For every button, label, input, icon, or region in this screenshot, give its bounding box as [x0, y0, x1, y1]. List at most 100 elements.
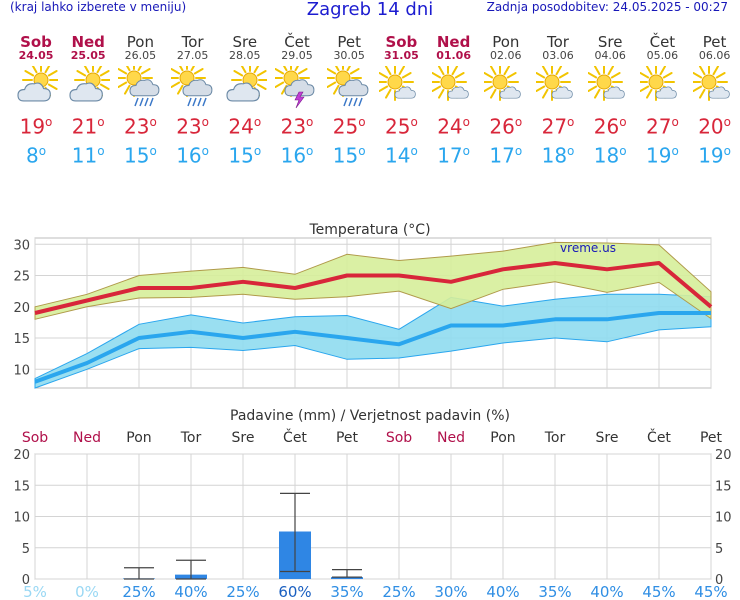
weather-icon-slot [219, 61, 271, 110]
min-temperature: 15o [332, 143, 366, 168]
sun-small-cloud-icon [533, 63, 573, 101]
min-temperature: 14o [384, 143, 418, 168]
precipitation-day-label: Čet [647, 428, 671, 446]
precipitation-chart: Padavine (mm) / Verjetnost padavin (%) So… [13, 408, 731, 600]
day-column: Sre 28.05 24o 15o [219, 34, 271, 167]
max-temperature: 24o [228, 114, 262, 139]
day-date: 29.05 [281, 49, 313, 62]
chart-watermark: vreme.us [560, 241, 616, 255]
precipitation-y-tick-right: 20 [715, 448, 732, 463]
day-column: Pon 26.05 23o 15o [114, 34, 166, 167]
partly-cloudy-icon [69, 61, 113, 102]
max-temperature: 25o [384, 114, 418, 139]
precipitation-y-tick-left: 15 [13, 479, 30, 494]
precipitation-y-tick-left: 5 [22, 542, 30, 557]
sun-small-cloud-icon [689, 63, 730, 101]
weather-icon-slot [636, 63, 688, 110]
min-temperature: 15o [228, 143, 262, 168]
max-temperature: 27o [541, 114, 575, 139]
max-temperature: 24o [437, 114, 470, 139]
menu-hint[interactable]: (kraj lahko izberete v meniju) [10, 0, 187, 14]
max-temperature: 26o [593, 114, 627, 139]
precipitation-day-label: Pet [336, 430, 359, 446]
precipitation-day-label: Sre [232, 430, 255, 446]
day-date: 28.05 [229, 49, 261, 62]
day-name: Pon [126, 33, 154, 51]
max-temperature: 19o [19, 114, 53, 139]
day-name: Tor [181, 33, 204, 51]
day-column: Pon 02.06 26o 17o [480, 34, 532, 167]
day-column: Sob 24.05 19o 8o [10, 34, 62, 167]
precipitation-probability: 35% [538, 583, 571, 600]
precipitation-day-label: Čet [283, 428, 307, 446]
day-date: 04.06 [594, 49, 626, 62]
sun-small-cloud-icon [480, 63, 521, 101]
max-temperature-band [34, 241, 712, 320]
day-column: Pet 06.06 20o 19o [689, 34, 740, 167]
weather-icon-slot [584, 63, 636, 110]
day-date: 27.05 [176, 49, 209, 62]
precipitation-day-label: Pet [700, 430, 723, 446]
max-temperature: 26o [489, 114, 523, 139]
min-temperature: 18o [541, 143, 575, 168]
min-temperature: 17o [489, 143, 523, 168]
min-temperature-line [34, 311, 711, 384]
sun-small-cloud-icon [585, 63, 625, 101]
day-column: Ned 25.05 21o 11o [62, 34, 114, 167]
day-date: 01.06 [436, 49, 471, 62]
day-date: 06.06 [698, 49, 731, 62]
day-name: Čet [649, 33, 676, 51]
sun-small-cloud-icon [428, 63, 469, 101]
max-temperature: 23o [123, 114, 157, 139]
day-name: Pon [492, 33, 520, 51]
precipitation-y-tick-right: 10 [715, 511, 732, 526]
max-temperature: 20o [698, 114, 731, 139]
day-column: Čet 29.05 23o 16o [271, 34, 323, 167]
partly-cloudy-icon [226, 61, 269, 102]
precipitation-chart-title: Padavine (mm) / Verjetnost padavin (%) [230, 408, 510, 424]
day-name: Sob [20, 33, 52, 51]
precipitation-probability: 60% [278, 583, 311, 600]
temperature-y-tick: 20 [13, 301, 30, 316]
weather-icon-slot [10, 61, 62, 110]
sun-cloud-rain-icon [324, 59, 369, 107]
day-column: Tor 03.06 27o 18o [532, 34, 584, 167]
precipitation-probability: 5% [23, 583, 47, 600]
precipitation-y-tick-left: 0 [22, 573, 30, 588]
min-temperature: 16o [280, 143, 314, 168]
day-date: 26.05 [124, 49, 157, 62]
precipitation-y-tick-right: 0 [715, 573, 723, 588]
day-name: Ned [71, 33, 105, 51]
precipitation-day-label: Sob [386, 430, 412, 446]
weather-icon-slot [167, 59, 219, 110]
last-update: Zadnja posodobitev: 24.05.2025 - 00:27 [486, 0, 728, 14]
day-column: Čet 05.06 27o 19o [636, 34, 688, 167]
temperature-y-tick: 30 [13, 238, 30, 253]
precipitation-probability: 35% [330, 583, 363, 600]
min-temperature: 15o [123, 143, 157, 168]
thunderstorm-icon [272, 59, 315, 109]
day-name: Sob [385, 33, 418, 51]
day-date: 30.05 [333, 49, 365, 62]
precipitation-day-label: Pon [490, 430, 515, 446]
day-name: Pet [337, 33, 361, 51]
weather-icon-slot [323, 59, 375, 110]
precipitation-day-label: Sre [596, 430, 619, 446]
temperature-y-tick: 10 [13, 363, 30, 378]
precipitation-probability: 30% [434, 583, 467, 600]
precipitation-probability: 40% [174, 583, 207, 600]
temperature-y-tick: 15 [13, 332, 30, 347]
precipitation-y-tick-right: 15 [715, 479, 732, 494]
max-temperature: 23o [176, 114, 209, 139]
sun-small-cloud-icon [637, 63, 678, 101]
sun-cloud-rain-icon [115, 59, 160, 107]
precipitation-y-tick-right: 5 [715, 542, 723, 557]
day-name: Tor [547, 33, 569, 51]
weather-icon-slot [62, 61, 114, 110]
day-name: Pet [702, 33, 727, 51]
partly-cloudy-icon [17, 61, 60, 102]
precipitation-probability: 40% [486, 583, 519, 600]
min-temperature: 16o [176, 143, 209, 168]
day-date: 25.05 [70, 49, 106, 62]
precipitation-bar [331, 577, 363, 579]
